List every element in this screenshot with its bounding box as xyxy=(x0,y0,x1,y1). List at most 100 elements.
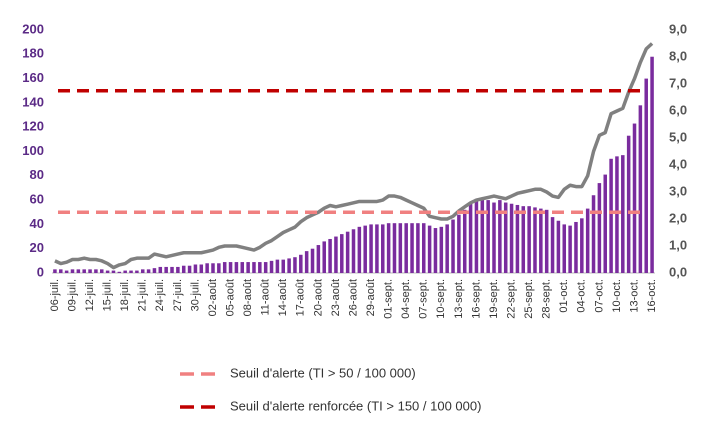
x-tick-label: 20-août xyxy=(312,279,324,316)
bar xyxy=(228,262,233,273)
bar xyxy=(468,203,473,273)
bar xyxy=(70,269,75,273)
bar xyxy=(451,219,455,273)
bar xyxy=(293,257,297,273)
bar xyxy=(562,224,567,273)
x-tick-label: 14-août xyxy=(277,279,289,316)
bar xyxy=(117,271,122,273)
y-tick-label: 200 xyxy=(22,21,44,36)
bar xyxy=(427,225,432,273)
x-tick-label: 02-août xyxy=(207,279,219,316)
bar xyxy=(515,204,520,273)
legend-label: Seuil d'alerte renforcée (TI > 150 / 100… xyxy=(230,398,481,413)
bar xyxy=(340,234,344,273)
bar xyxy=(82,269,86,273)
x-tick-label: 12-juil. xyxy=(84,279,96,311)
bar xyxy=(457,214,461,273)
bar xyxy=(193,264,198,273)
y-tick-label: 40 xyxy=(30,216,44,231)
bar xyxy=(486,200,490,273)
x-tick-label: 06-juil. xyxy=(49,279,61,311)
y2-tick-label: 9,0 xyxy=(669,21,687,36)
x-tick-label: 04-oct. xyxy=(576,279,588,313)
y2-tick-label: 4,0 xyxy=(669,156,687,171)
bar xyxy=(392,223,397,273)
y2-tick-label: 3,0 xyxy=(669,183,687,198)
bar xyxy=(462,209,467,273)
line xyxy=(54,42,654,270)
y-tick-label: 160 xyxy=(22,70,44,85)
y-tick-label: 80 xyxy=(30,167,44,182)
bar xyxy=(363,225,367,273)
bar xyxy=(310,248,315,273)
bar xyxy=(615,156,619,273)
bar xyxy=(322,241,326,273)
bar xyxy=(638,105,643,273)
bar xyxy=(281,259,286,273)
bar xyxy=(76,269,81,273)
x-tick-label: 24-juil. xyxy=(154,279,166,311)
bar xyxy=(527,206,531,273)
bar xyxy=(64,270,69,273)
bar xyxy=(369,224,373,273)
bar xyxy=(445,224,449,273)
y-tick-label: 140 xyxy=(22,94,44,109)
x-tick-label: 23-août xyxy=(330,279,342,316)
y-tick-label: 20 xyxy=(30,240,44,255)
bar xyxy=(644,78,648,273)
bar xyxy=(222,262,227,273)
x-tick-label: 22-sept. xyxy=(505,279,517,319)
bar xyxy=(59,269,63,273)
bar xyxy=(334,236,338,273)
bar xyxy=(609,158,613,273)
bar xyxy=(140,269,145,273)
bar xyxy=(217,263,221,273)
bar xyxy=(574,221,578,273)
bar xyxy=(398,223,403,273)
bar xyxy=(386,223,391,273)
bar xyxy=(170,266,174,273)
x-tick-label: 16-sept. xyxy=(470,279,482,319)
x-tick-label: 13-oct. xyxy=(628,279,640,313)
bar xyxy=(480,197,485,273)
bar xyxy=(246,262,250,273)
bar xyxy=(181,265,186,273)
bar xyxy=(621,155,625,273)
bar xyxy=(474,198,479,273)
bar xyxy=(199,264,204,273)
bar xyxy=(88,269,92,273)
bar xyxy=(357,226,362,273)
bar xyxy=(164,266,168,273)
x-tick-label: 29-août xyxy=(365,279,377,316)
y2-tick-label: 1,0 xyxy=(669,237,687,252)
bar xyxy=(591,195,596,273)
y-tick-label: 180 xyxy=(22,46,44,61)
bar xyxy=(299,254,303,273)
bar xyxy=(53,269,57,273)
y2-tick-label: 5,0 xyxy=(669,129,687,144)
x-tick-label: 25-sept. xyxy=(523,279,535,319)
bar xyxy=(240,262,245,273)
y2-tick-label: 8,0 xyxy=(669,48,687,63)
x-tick-label: 28-sept. xyxy=(541,279,553,319)
x-tick-label: 27-juil. xyxy=(172,279,184,311)
y2-tick-label: 6,0 xyxy=(669,102,687,117)
bar xyxy=(187,265,192,273)
y-tick-label: 0 xyxy=(37,264,44,279)
y2-tick-label: 2,0 xyxy=(669,210,687,225)
x-tick-label: 09-juil. xyxy=(66,279,78,311)
x-tick-label: 19-sept. xyxy=(488,279,500,319)
x-tick-label: 10-sept. xyxy=(435,279,447,319)
bar xyxy=(316,245,321,273)
bar xyxy=(111,270,116,273)
bar xyxy=(100,269,104,273)
x-tick-label: 01-oct. xyxy=(558,279,570,313)
y-tick-label: 60 xyxy=(30,192,44,207)
y2-tick-label: 0,0 xyxy=(669,264,687,279)
x-tick-label: 16-oct. xyxy=(646,279,658,313)
bar xyxy=(498,200,502,273)
bar xyxy=(381,224,385,273)
x-tick-label: 01-sept. xyxy=(383,279,395,319)
bar xyxy=(135,270,139,273)
